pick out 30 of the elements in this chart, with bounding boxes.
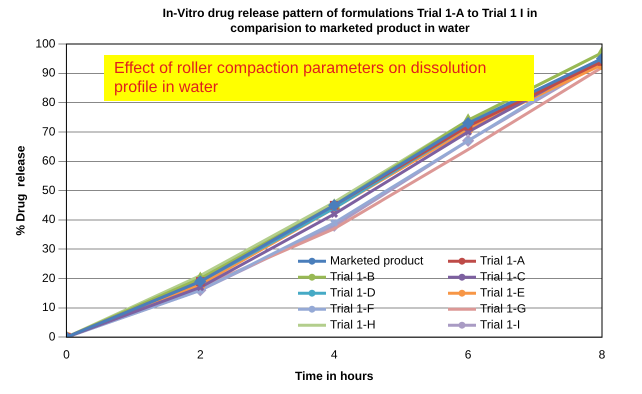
y-tick-label: 20 <box>42 270 56 285</box>
x-tick-label: 6 <box>464 348 472 362</box>
y-tick-label: 30 <box>42 242 56 256</box>
legend-label: Trial 1-E <box>480 286 525 300</box>
legend-label: Trial 1-G <box>480 302 526 316</box>
x-tick-label: 2 <box>196 348 204 362</box>
x-axis-title: Time in hours <box>294 369 374 384</box>
x-tick-label: 0 <box>63 348 70 362</box>
y-tick-label: 10 <box>42 300 56 314</box>
chart-title: In-Vitro drug release pattern of formulations Trial 1-A to Trial 1 I in comparision to marketed product in water <box>162 6 538 36</box>
legend-label: Marketed product <box>330 254 424 268</box>
y-tick-label: 90 <box>42 66 56 80</box>
legend-label: Trial 1-H <box>330 318 376 332</box>
legend-label: Trial 1-I <box>480 318 520 332</box>
legend-label: Trial 1-C <box>480 270 526 284</box>
y-tick-label: 50 <box>42 182 56 197</box>
x-tick-label: 8 <box>598 348 606 362</box>
y-tick-label: 80 <box>42 94 56 109</box>
legend-label: Trial 1-D <box>330 286 376 300</box>
y-tick-label: 0 <box>48 330 56 344</box>
y-tick-label: 100 <box>35 36 56 50</box>
y-axis-title: % Drug release <box>14 145 28 236</box>
y-tick-label: 70 <box>42 124 56 138</box>
y-tick-label: 40 <box>42 212 56 226</box>
callout-box: Effect of roller compaction parameters on dissolution profile in water <box>104 55 534 102</box>
legend-label: Trial 1-B <box>330 270 375 284</box>
legend-label: Trial 1-A <box>480 254 525 268</box>
x-tick-label: 4 <box>330 348 338 362</box>
legend-label: Trial 1-F <box>330 302 374 316</box>
y-tick-label: 60 <box>42 154 56 168</box>
